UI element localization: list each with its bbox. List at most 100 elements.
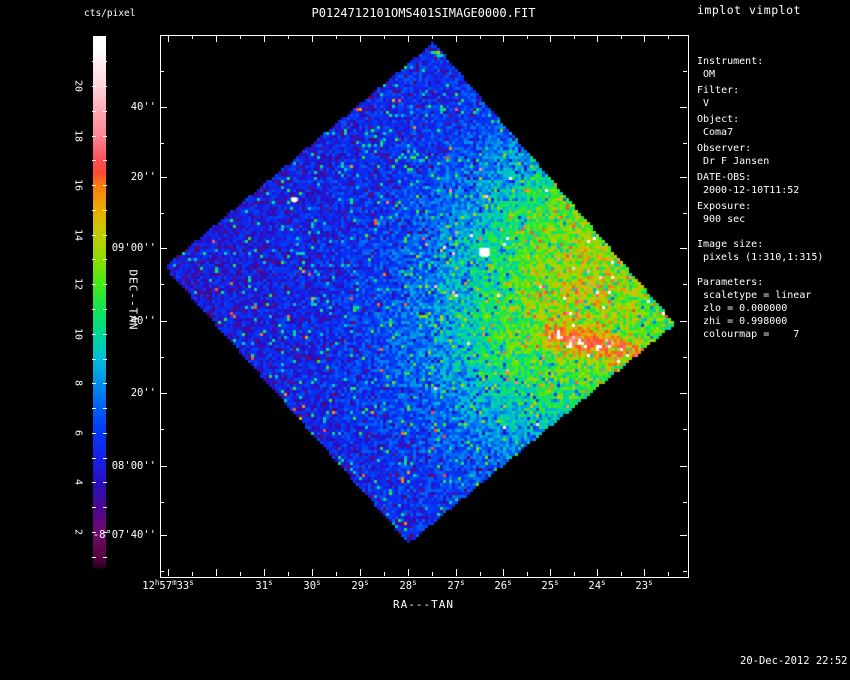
render-timestamp: 20-Dec-2012 22:52: [740, 655, 848, 667]
field-label: Image size:: [697, 239, 764, 250]
tick-mark: [667, 35, 669, 39]
colorbar-tick-mark: [103, 532, 107, 533]
colorbar-tick-mark: [103, 284, 107, 285]
field-value: V: [703, 98, 710, 109]
field-label: Instrument:: [697, 56, 764, 67]
tick-mark: [573, 35, 575, 39]
y-tick-label: -8°07'40'': [92, 529, 156, 541]
colorbar-tick-mark: [103, 383, 107, 384]
colorbar-tick-mark: [103, 160, 107, 161]
tick-mark: [479, 35, 481, 39]
field-observer: Observer: Dr F Jansen: [697, 142, 847, 168]
tick-mark: [431, 35, 433, 39]
colorbar-tick-mark: [92, 359, 96, 360]
colorbar-tick-label: 8: [72, 379, 84, 387]
x-tick-label: 28s: [399, 578, 417, 592]
tick-mark: [680, 107, 687, 108]
tick-mark: [683, 283, 687, 285]
x-tick-label: 12h57m33s: [142, 578, 194, 592]
colorbar-tick-label: 10: [72, 327, 84, 341]
tick-mark: [550, 35, 551, 42]
tick-mark: [160, 142, 164, 144]
tick-mark: [160, 177, 167, 178]
colorbar-tick-mark: [103, 458, 107, 459]
tick-mark: [683, 501, 687, 503]
tick-mark: [239, 572, 241, 576]
app-title: implot vimplot: [697, 3, 801, 17]
field-image-size: Image size: pixels (1:310,1:315): [697, 238, 847, 264]
tick-mark: [683, 356, 687, 358]
x-tick-label: 29s: [351, 578, 369, 592]
tick-mark: [168, 35, 169, 42]
tick-mark: [160, 248, 167, 249]
colorbar-tick-label: 18: [72, 129, 84, 143]
tick-mark: [597, 35, 598, 42]
tick-mark: [550, 569, 551, 576]
tick-mark: [408, 35, 409, 42]
tick-mark: [383, 572, 385, 576]
tick-mark: [160, 466, 167, 467]
tick-mark: [526, 35, 528, 39]
tick-mark: [335, 572, 337, 576]
tick-mark: [620, 572, 622, 576]
colorbar-tick-mark: [103, 86, 107, 87]
tick-mark: [160, 570, 164, 572]
colorbar-tick-mark: [92, 433, 96, 434]
colorbar-tick-mark: [92, 235, 96, 236]
colorbar-tick-mark: [92, 210, 96, 211]
tick-mark: [456, 35, 457, 42]
colorbar-tick-mark: [103, 408, 107, 409]
sky-image-canvas[interactable]: [161, 36, 688, 577]
field-object: Object: Coma7: [697, 113, 847, 139]
field-value: 900 sec: [703, 214, 746, 225]
colorbar-tick-label: 20: [72, 79, 84, 93]
colorbar-tick-mark: [92, 532, 96, 533]
tick-mark: [683, 570, 687, 572]
colorbar-tick-mark: [92, 383, 96, 384]
tick-mark: [160, 283, 164, 285]
colorbar-tick-label: 12: [72, 277, 84, 291]
parameters-section: Parameters: scaletype = linear zlo = 0.0…: [697, 276, 847, 341]
tick-mark: [312, 569, 313, 576]
colorbar-tick-label: 16: [72, 178, 84, 192]
colorbar-tick-label: 6: [72, 429, 84, 437]
field-value: OM: [703, 69, 716, 80]
tick-mark: [264, 569, 265, 576]
colorbar-tick-mark: [92, 136, 96, 137]
tick-mark: [191, 572, 193, 576]
parameter-line: scaletype = linear: [703, 290, 812, 301]
tick-mark: [160, 535, 167, 536]
colorbar-tick-mark: [103, 507, 107, 508]
colorbar-tick-mark: [92, 334, 96, 335]
tick-mark: [503, 569, 504, 576]
x-axis-title: RA---TAN: [393, 598, 454, 611]
tick-mark: [160, 321, 167, 322]
tick-mark: [335, 35, 337, 39]
plot-frame: [160, 35, 689, 578]
tick-mark: [216, 35, 217, 42]
tick-mark: [479, 572, 481, 576]
colorbar-tick-mark: [92, 284, 96, 285]
colorbar-tick-mark: [92, 160, 96, 161]
colorbar-tick-mark: [92, 482, 96, 483]
tick-mark: [160, 393, 167, 394]
tick-mark: [160, 107, 167, 108]
colorbar-tick-label: 4: [72, 478, 84, 486]
y-tick-label: 08'00'': [111, 460, 156, 472]
x-tick-label: 25s: [541, 578, 559, 592]
tick-mark: [683, 71, 687, 73]
colorbar-tick-mark: [103, 111, 107, 112]
tick-mark: [287, 35, 289, 39]
field-filter: Filter: V: [697, 84, 847, 110]
colorbar-tick-label: 14: [72, 228, 84, 242]
field-label: Exposure:: [697, 201, 752, 212]
y-tick-label: 09'00'': [111, 242, 156, 254]
colorbar-tick-mark: [103, 309, 107, 310]
tick-mark: [620, 35, 622, 39]
tick-mark: [160, 428, 164, 430]
colorbar-tick-mark: [103, 136, 107, 137]
tick-mark: [680, 321, 687, 322]
colorbar-tick-mark: [103, 482, 107, 483]
field-value: 2000-12-10T11:52: [703, 185, 800, 196]
